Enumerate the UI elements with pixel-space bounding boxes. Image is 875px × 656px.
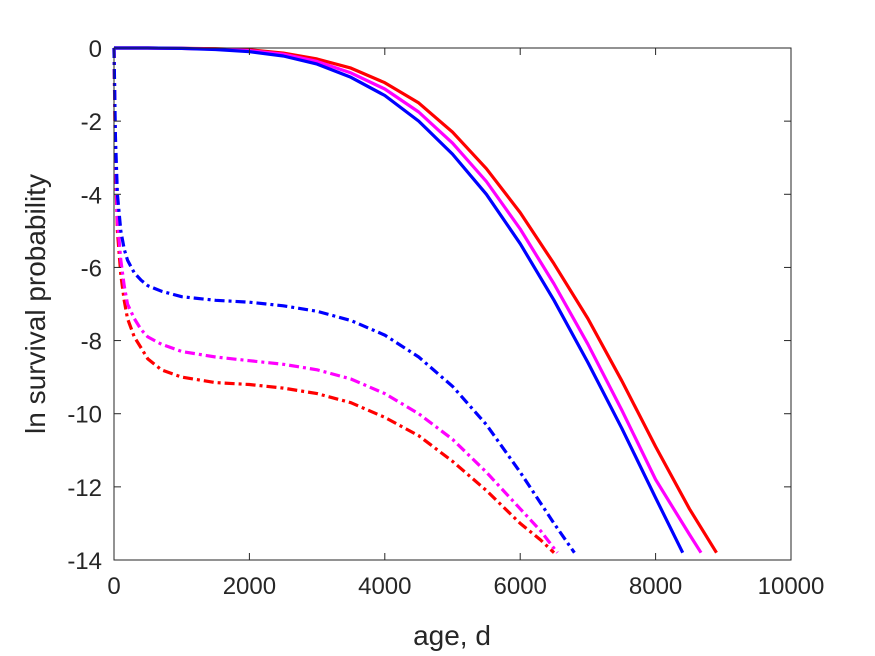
- x-tick-label: 0: [107, 573, 120, 600]
- y-tick-label: -12: [67, 475, 102, 502]
- x-tick-label: 8000: [629, 573, 682, 600]
- plot-area: [114, 48, 791, 560]
- y-axis-label: ln survival probability: [20, 174, 51, 434]
- x-axis-label: age, d: [413, 620, 491, 651]
- x-tick-label: 6000: [494, 573, 547, 600]
- y-tick-label: -8: [81, 329, 102, 356]
- x-tick-label: 2000: [223, 573, 276, 600]
- series-line-4: [112, 47, 556, 554]
- y-tick-label: -2: [81, 109, 102, 136]
- y-tick-label: -14: [67, 548, 102, 575]
- y-tick-label: -10: [67, 402, 102, 429]
- series-line-6: [112, 47, 576, 554]
- series-line-3: [114, 46, 685, 554]
- x-tick-label: 4000: [358, 573, 411, 600]
- x-tick-label: 10000: [758, 573, 825, 600]
- y-tick-label: -4: [81, 182, 102, 209]
- y-axis-ticks: 0 -2 -4 -6 -8 -10 -12 -14: [67, 36, 791, 575]
- series-layer: [112, 46, 718, 554]
- y-tick-label: -6: [81, 255, 102, 282]
- y-tick-label: 0: [89, 36, 102, 63]
- series-line-5: [112, 47, 559, 554]
- axes-box: [113, 47, 792, 561]
- x-axis-ticks: 0 2000 4000 6000 8000 10000: [107, 48, 824, 600]
